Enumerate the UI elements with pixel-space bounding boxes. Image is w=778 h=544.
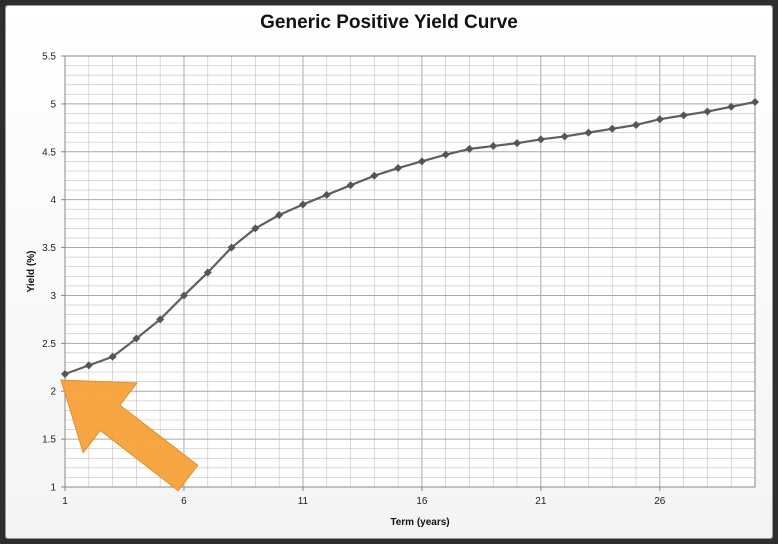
data-point bbox=[632, 120, 641, 129]
series bbox=[61, 97, 759, 378]
data-point bbox=[417, 157, 426, 166]
y-tick-label: 3 bbox=[50, 291, 56, 302]
data-point bbox=[679, 111, 688, 120]
data-point bbox=[513, 139, 522, 148]
data-point bbox=[536, 135, 545, 144]
x-tick-label: 6 bbox=[181, 496, 187, 507]
data-point bbox=[560, 132, 569, 141]
grid bbox=[64, 55, 756, 488]
x-tick-label: 26 bbox=[654, 496, 666, 507]
x-axis-title: Term (years) bbox=[390, 517, 449, 528]
data-point bbox=[61, 369, 69, 378]
y-tick-label: 2.5 bbox=[42, 339, 56, 350]
axes: 11.522.533.544.555.51 6 11 16 21 26 bbox=[42, 52, 666, 508]
data-point bbox=[441, 150, 450, 159]
y-tick-label: 1 bbox=[50, 483, 56, 494]
data-point bbox=[322, 190, 331, 199]
data-point bbox=[298, 200, 307, 209]
data-point bbox=[751, 97, 759, 106]
y-tick-label: 4 bbox=[50, 195, 56, 206]
y-tick-label: 2 bbox=[50, 387, 56, 398]
data-point bbox=[132, 334, 141, 343]
series-line bbox=[64, 100, 756, 376]
data-point bbox=[394, 164, 403, 173]
data-point bbox=[108, 352, 117, 361]
x-tick-label: 1 bbox=[62, 496, 68, 507]
plot-background bbox=[65, 56, 755, 487]
plot-border bbox=[64, 55, 756, 488]
y-axis-title: Yield (%) bbox=[26, 251, 37, 293]
data-point bbox=[203, 268, 212, 277]
data-point bbox=[727, 102, 736, 111]
data-point bbox=[608, 124, 617, 133]
x-tick-label: 16 bbox=[416, 496, 428, 507]
y-tick-label: 5 bbox=[50, 99, 56, 110]
data-point bbox=[275, 210, 284, 219]
data-point bbox=[179, 291, 188, 300]
annotation-arrow bbox=[60, 379, 199, 492]
data-point bbox=[227, 243, 236, 252]
x-tick-label: 21 bbox=[535, 496, 547, 507]
data-point bbox=[489, 142, 498, 151]
data-point bbox=[156, 315, 165, 324]
data-point bbox=[584, 128, 593, 137]
y-tick-label: 4.5 bbox=[42, 147, 56, 158]
x-tick-label: 11 bbox=[298, 496, 309, 507]
chart-title: Generic Positive Yield Curve bbox=[260, 12, 518, 33]
data-point bbox=[655, 115, 664, 124]
data-point bbox=[84, 361, 93, 370]
y-tick-label: 5.5 bbox=[42, 52, 56, 63]
data-point bbox=[465, 144, 474, 153]
data-point bbox=[251, 224, 260, 233]
data-point bbox=[370, 171, 379, 180]
data-point bbox=[346, 181, 355, 190]
annotation bbox=[60, 379, 199, 492]
data-point bbox=[703, 107, 712, 116]
y-tick-label: 1.5 bbox=[42, 435, 56, 446]
y-tick-label: 3.5 bbox=[42, 243, 56, 254]
